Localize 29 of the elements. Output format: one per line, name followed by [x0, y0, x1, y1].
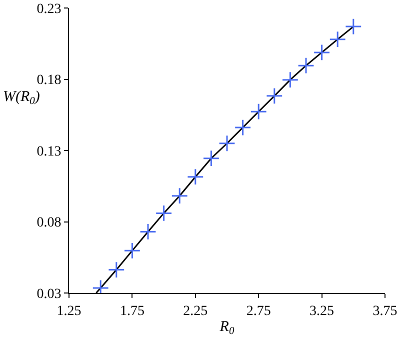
y-tick-label: 0.08: [36, 216, 62, 231]
point: [124, 242, 141, 260]
y-tick-label: 0.03: [36, 286, 62, 302]
y-axis-title: W(R$_{0}$): [3, 89, 40, 108]
point: [329, 30, 346, 48]
point: [282, 71, 299, 88]
point: [171, 187, 188, 204]
point: [202, 150, 220, 167]
x-tick-label: 3.75: [372, 304, 398, 319]
point: [218, 134, 236, 152]
point: [234, 119, 252, 136]
point: [250, 103, 268, 120]
y-tick-label: 0.18: [36, 73, 62, 88]
x-axis-title: R$_{0}$: [218, 318, 235, 337]
point: [108, 261, 125, 278]
x-tick-label: 3.25: [310, 304, 334, 319]
x-tick-label: 1.25: [56, 304, 82, 319]
y-tick-label: 0.23: [36, 2, 62, 17]
x-tick-label: 1.75: [120, 304, 144, 319]
y-tick-label: 0.13: [36, 144, 62, 160]
x-tick-label: 2.25: [183, 304, 208, 319]
x-tick-label: 2.75: [246, 304, 271, 319]
point: [186, 168, 204, 186]
point: [155, 204, 172, 222]
point: [266, 87, 283, 104]
point: [298, 57, 314, 74]
point: [344, 18, 362, 35]
point: [313, 44, 330, 61]
point: [140, 223, 156, 240]
